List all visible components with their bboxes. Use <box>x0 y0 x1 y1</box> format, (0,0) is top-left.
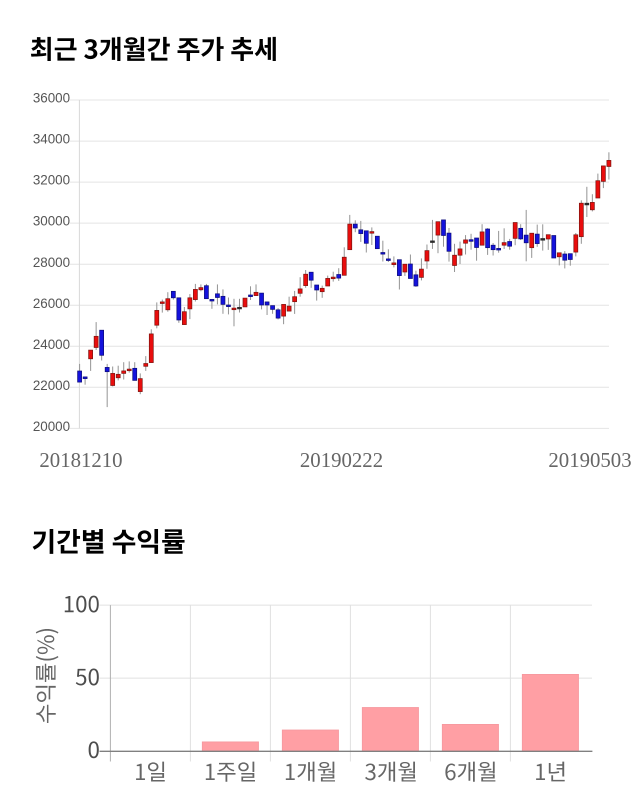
svg-text:20000: 20000 <box>33 419 70 434</box>
svg-text:30000: 30000 <box>33 214 70 229</box>
svg-text:20190222: 20190222 <box>300 449 383 472</box>
svg-text:26000: 26000 <box>33 296 70 311</box>
svg-text:32000: 32000 <box>33 173 70 188</box>
svg-text:24000: 24000 <box>33 337 70 352</box>
svg-text:34000: 34000 <box>33 132 70 147</box>
svg-text:28000: 28000 <box>33 255 70 270</box>
svg-text:36000: 36000 <box>33 91 70 106</box>
svg-text:20181210: 20181210 <box>39 449 122 472</box>
svg-text:22000: 22000 <box>33 378 70 393</box>
svg-text:20190503: 20190503 <box>548 449 631 472</box>
